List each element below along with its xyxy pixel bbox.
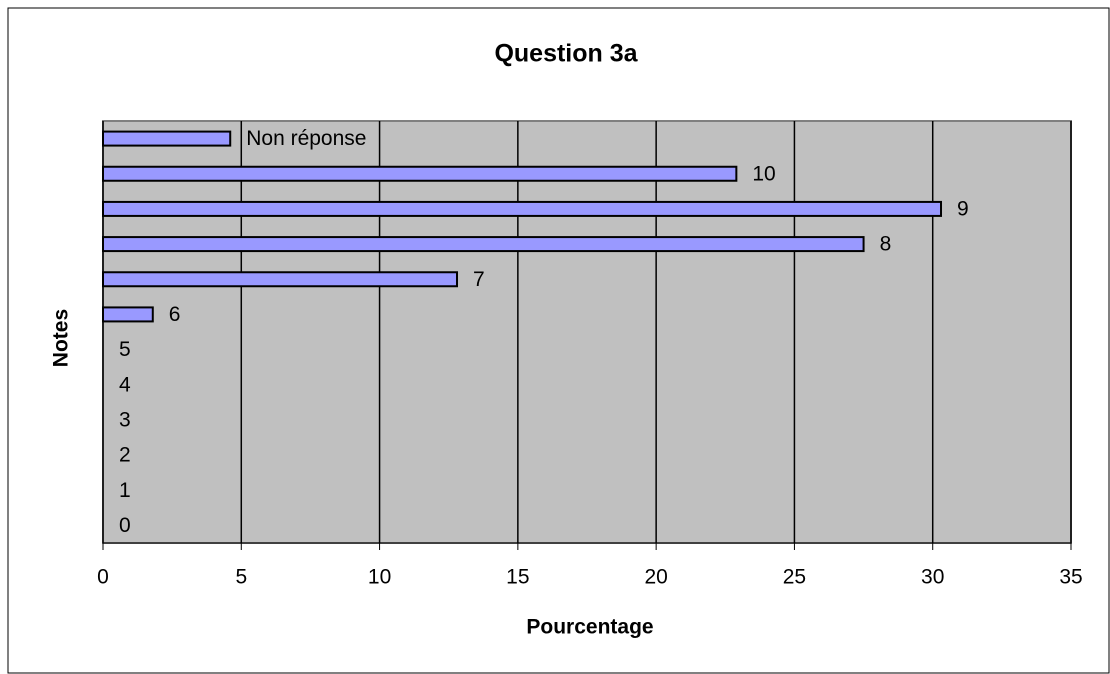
category-label: 5 — [119, 338, 131, 361]
x-tick-label: 10 — [368, 566, 391, 589]
x-tick-label: 35 — [1059, 566, 1082, 589]
category-label: 7 — [473, 268, 485, 291]
category-label: 0 — [119, 514, 131, 537]
plot-area — [102, 120, 1072, 544]
category-label: Non réponse — [246, 127, 366, 150]
bar — [102, 165, 738, 182]
chart-title: Question 3a — [494, 40, 638, 68]
x-tick-label: 30 — [921, 566, 944, 589]
category-label: 6 — [169, 303, 181, 326]
category-label: 9 — [957, 197, 969, 220]
x-axis-label: Pourcentage — [526, 616, 653, 639]
x-tick-label: 25 — [783, 566, 806, 589]
x-tick-label: 15 — [506, 566, 529, 589]
category-label: 3 — [119, 408, 131, 431]
bar — [102, 236, 865, 253]
y-axis-label: Notes — [50, 309, 73, 367]
bar — [102, 271, 459, 288]
x-tick-label: 5 — [235, 566, 247, 589]
bar — [102, 200, 943, 217]
category-label: 4 — [119, 373, 131, 396]
category-label: 2 — [119, 444, 131, 467]
bar — [102, 130, 232, 147]
category-label: 10 — [752, 162, 775, 185]
x-tick-label: 20 — [644, 566, 667, 589]
x-tick-label: 0 — [97, 566, 109, 589]
category-label: 1 — [119, 479, 131, 502]
category-label: 8 — [880, 233, 892, 256]
bar — [102, 306, 154, 323]
